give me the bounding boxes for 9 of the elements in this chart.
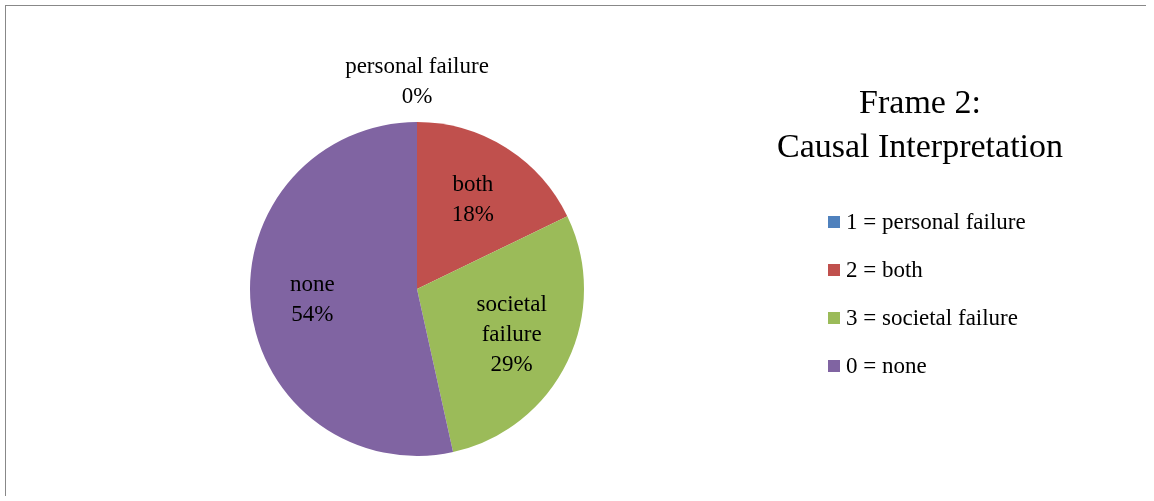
legend-label: 2 = both bbox=[846, 257, 923, 283]
legend-label: 0 = none bbox=[846, 353, 927, 379]
chart-title: Frame 2: Causal Interpretation bbox=[775, 82, 1065, 166]
data-label: none 54% bbox=[290, 271, 335, 327]
legend-label: 1 = personal failure bbox=[846, 209, 1026, 235]
data-label: both 18% bbox=[451, 170, 494, 226]
legend-label: 3 = societal failure bbox=[846, 305, 1018, 331]
data-label: societal failure 29% bbox=[476, 290, 547, 376]
text: personal failure 0% bbox=[345, 53, 489, 109]
